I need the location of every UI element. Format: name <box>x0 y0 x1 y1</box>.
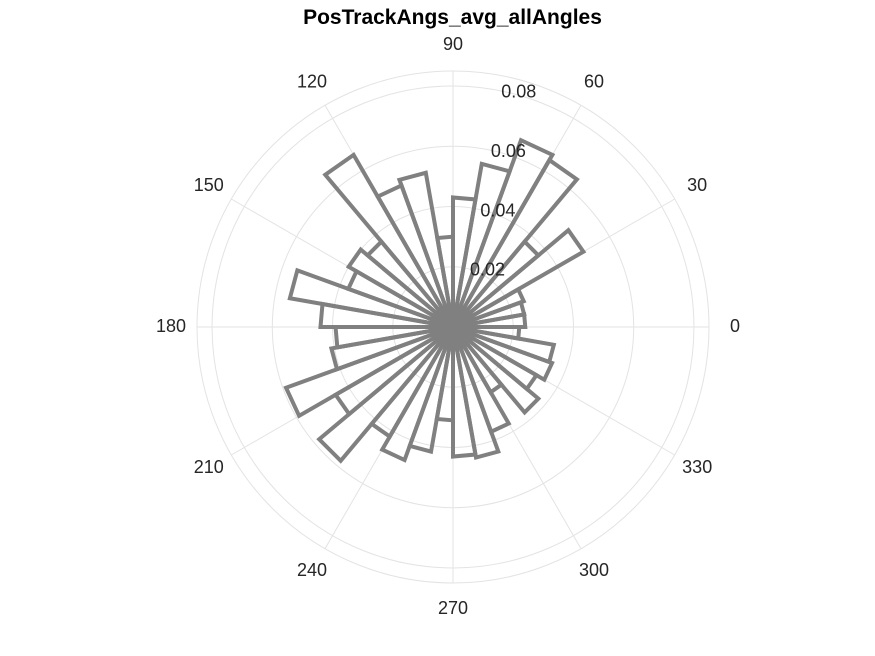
histogram-bars <box>283 137 587 464</box>
tick-labels: 0 30 60 90 120 150 180 210 240 270 300 330 0.02 0.04 0… <box>156 34 740 618</box>
theta-tick-label: 120 <box>297 72 327 92</box>
theta-tick-label: 300 <box>579 560 609 580</box>
r-tick-label: 0.06 <box>491 141 526 161</box>
histogram-bar <box>451 157 580 329</box>
theta-tick-label: 0 <box>730 316 740 336</box>
theta-tick-label: 330 <box>682 457 712 477</box>
theta-tick-label: 150 <box>194 175 224 195</box>
chart-title: PosTrackAngs_avg_allAngles <box>303 6 602 29</box>
theta-tick-label: 210 <box>194 457 224 477</box>
theta-tick-label: 90 <box>443 34 463 54</box>
theta-tick-label: 60 <box>584 72 604 92</box>
histogram-bar <box>452 325 522 341</box>
theta-tick-label: 180 <box>156 316 186 336</box>
r-tick-label: 0.08 <box>501 82 536 102</box>
r-tick-label: 0.02 <box>470 260 505 280</box>
r-tick-label: 0.04 <box>480 200 515 220</box>
theta-tick-label: 30 <box>687 175 707 195</box>
theta-tick-label: 240 <box>297 560 327 580</box>
theta-tick-label: 270 <box>438 598 468 618</box>
